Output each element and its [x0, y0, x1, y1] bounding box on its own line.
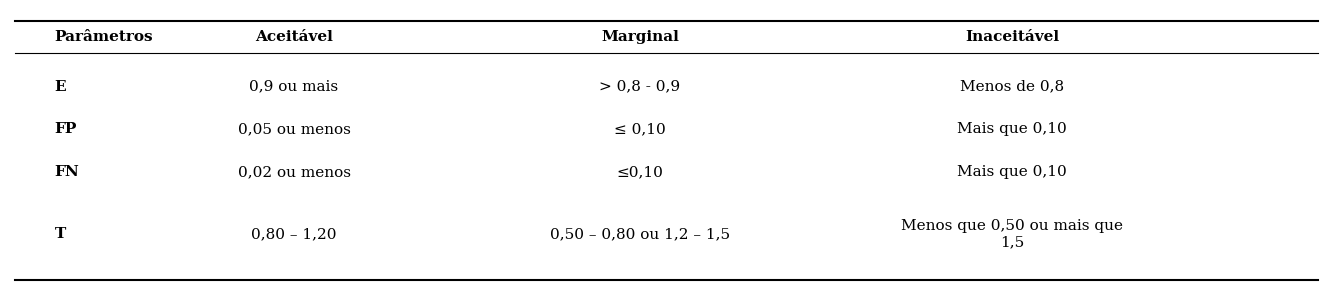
Text: 0,05 ou menos: 0,05 ou menos — [237, 122, 351, 136]
Text: ≤ 0,10: ≤ 0,10 — [615, 122, 665, 136]
Text: Mais que 0,10: Mais que 0,10 — [957, 122, 1068, 136]
Text: ≤0,10: ≤0,10 — [616, 165, 664, 179]
Text: Menos de 0,8: Menos de 0,8 — [960, 80, 1065, 94]
Text: FN: FN — [55, 165, 80, 179]
Text: Marginal: Marginal — [601, 30, 678, 44]
Text: > 0,8 - 0,9: > 0,8 - 0,9 — [600, 80, 680, 94]
Text: Menos que 0,50 ou mais que
1,5: Menos que 0,50 ou mais que 1,5 — [901, 219, 1124, 250]
Text: FP: FP — [55, 122, 77, 136]
Text: E: E — [55, 80, 67, 94]
Text: T: T — [55, 228, 65, 241]
Text: 0,80 – 1,20: 0,80 – 1,20 — [252, 228, 337, 241]
Text: 0,02 ou menos: 0,02 ou menos — [237, 165, 351, 179]
Text: Parâmetros: Parâmetros — [55, 30, 153, 44]
Text: Mais que 0,10: Mais que 0,10 — [957, 165, 1068, 179]
Text: Aceitável: Aceitável — [255, 30, 333, 44]
Text: Inaceitável: Inaceitável — [965, 30, 1060, 44]
Text: 0,50 – 0,80 ou 1,2 – 1,5: 0,50 – 0,80 ou 1,2 – 1,5 — [549, 228, 730, 241]
Text: 0,9 ou mais: 0,9 ou mais — [249, 80, 339, 94]
